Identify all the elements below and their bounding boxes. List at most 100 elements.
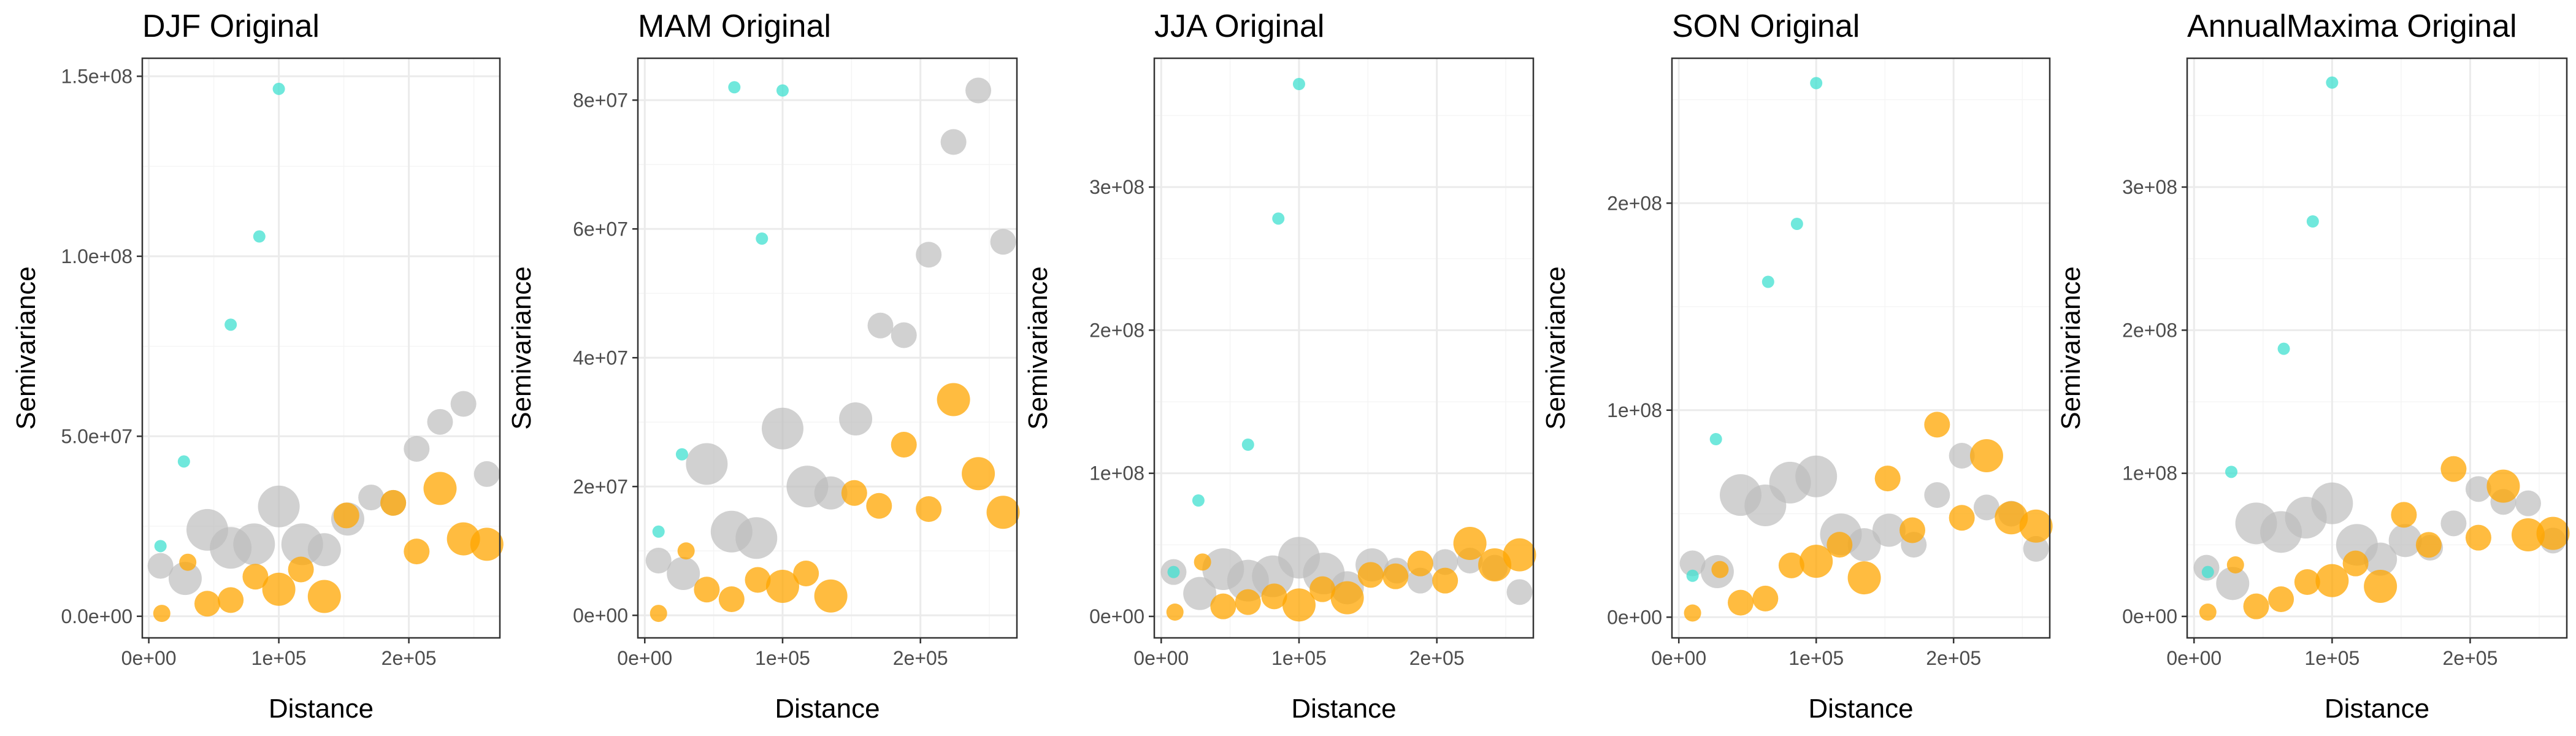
y-axis-title: Semivariance	[11, 266, 41, 430]
y-axis-title: Semivariance	[1541, 266, 1571, 430]
panel-1: 0.0e+00 5.0e+07 1.0e+08 1.5e+08 0e+00 1e+05 2e…	[11, 9, 504, 724]
data-point-grey	[427, 408, 453, 435]
data-point-orange	[2391, 502, 2417, 528]
data-point-orange	[1778, 552, 1804, 578]
data-point-grey	[667, 557, 700, 590]
panel-title: SON Original	[1672, 9, 1860, 44]
y-tick-label: 8e+07	[573, 89, 628, 111]
data-point-cyan	[2201, 565, 2214, 578]
data-point-cyan	[1292, 78, 1305, 90]
data-point-orange	[986, 496, 1020, 529]
x-tick-label: 1e+05	[755, 647, 810, 669]
data-point-orange	[1357, 562, 1384, 588]
data-point-orange	[404, 539, 430, 565]
data-point-orange	[1503, 538, 1536, 572]
x-tick-label: 0e+00	[617, 647, 672, 669]
data-point-orange	[2536, 516, 2570, 550]
data-point-orange	[1166, 604, 1184, 621]
y-tick-label: 5.0e+07	[61, 425, 132, 447]
x-tick-label: 2e+05	[1409, 647, 1465, 669]
y-tick-label: 2e+08	[1089, 319, 1144, 341]
data-point-grey	[2465, 476, 2491, 502]
y-axis-title: Semivariance	[507, 266, 537, 430]
data-point-orange	[179, 553, 197, 571]
data-point-orange	[2268, 586, 2294, 612]
x-axis-title: Distance	[775, 694, 880, 724]
data-point-grey	[891, 322, 917, 348]
y-tick-label: 0.0e+00	[61, 605, 132, 627]
data-point-grey	[1924, 482, 1950, 508]
x-tick-label: 0e+00	[1651, 647, 1706, 669]
x-tick-label: 0e+00	[1133, 647, 1189, 669]
y-tick-label: 0e+00	[1089, 605, 1144, 627]
data-point-orange	[262, 572, 296, 606]
x-tick-label: 2e+05	[893, 647, 948, 669]
data-point-grey	[814, 476, 848, 510]
data-point-orange	[1827, 532, 1853, 558]
data-point-orange	[1330, 581, 1364, 615]
data-point-cyan	[1192, 494, 1205, 507]
y-tick-label: 1e+08	[1607, 399, 1662, 421]
data-point-orange	[916, 496, 942, 522]
y-axis-title: Semivariance	[1023, 266, 1053, 430]
data-point-orange	[1684, 604, 1701, 622]
data-point-grey	[2023, 535, 2049, 562]
data-point-orange	[765, 570, 799, 603]
data-point-grey	[2311, 482, 2353, 524]
y-tick-label: 6e+07	[573, 218, 628, 240]
data-point-grey	[1949, 443, 1975, 469]
data-point-grey	[2440, 510, 2467, 537]
data-point-grey	[2388, 524, 2422, 558]
data-point-grey	[686, 443, 728, 485]
data-point-grey	[645, 548, 672, 573]
data-point-orange	[2511, 518, 2545, 551]
data-point-orange	[2364, 570, 2398, 603]
data-point-orange	[718, 586, 745, 612]
y-tick-label: 1e+08	[2122, 462, 2177, 485]
data-point-orange	[793, 561, 819, 586]
data-point-grey	[940, 129, 967, 155]
data-point-grey	[761, 407, 803, 450]
data-point-grey	[1183, 577, 1217, 610]
data-point-cyan	[1686, 569, 1699, 582]
data-point-orange	[2019, 509, 2053, 543]
data-point-grey	[1872, 513, 1906, 547]
data-point-orange	[153, 605, 171, 623]
data-point-orange	[1432, 567, 1459, 594]
data-point-orange	[694, 577, 720, 603]
data-point-orange	[1261, 583, 1287, 610]
data-point-grey	[147, 553, 174, 579]
x-tick-label: 1e+05	[1788, 647, 1844, 669]
panel-border	[1153, 57, 1535, 639]
data-point-grey	[1679, 550, 1706, 577]
data-point-orange	[218, 587, 244, 613]
data-point-orange	[2342, 550, 2369, 577]
data-point-cyan	[1272, 212, 1285, 225]
data-point-grey	[1506, 579, 1533, 605]
data-point-cyan	[776, 84, 789, 97]
data-point-orange	[2415, 532, 2442, 558]
data-point-cyan	[1167, 565, 1180, 578]
data-point-cyan	[756, 232, 769, 245]
x-axis-title: Distance	[269, 694, 374, 724]
data-point-orange	[891, 432, 917, 458]
panel-title: DJF Original	[142, 9, 320, 44]
data-point-orange	[1282, 588, 1316, 622]
data-point-cyan	[2277, 342, 2290, 355]
data-point-grey	[233, 523, 275, 565]
data-point-grey	[735, 517, 778, 559]
data-point-orange	[1309, 576, 1336, 602]
data-point-orange	[307, 580, 341, 613]
data-point-orange	[288, 556, 314, 583]
x-tick-label: 0e+00	[121, 647, 177, 669]
panel-border	[141, 57, 501, 639]
y-tick-label: 1.0e+08	[61, 245, 132, 267]
data-point-orange	[242, 564, 269, 590]
data-point-cyan	[2326, 76, 2339, 89]
data-point-orange	[1924, 412, 1950, 438]
x-tick-label: 2e+05	[2442, 647, 2497, 669]
data-point-grey	[258, 485, 300, 527]
data-point-grey	[307, 533, 341, 567]
data-point-orange	[2294, 569, 2320, 595]
